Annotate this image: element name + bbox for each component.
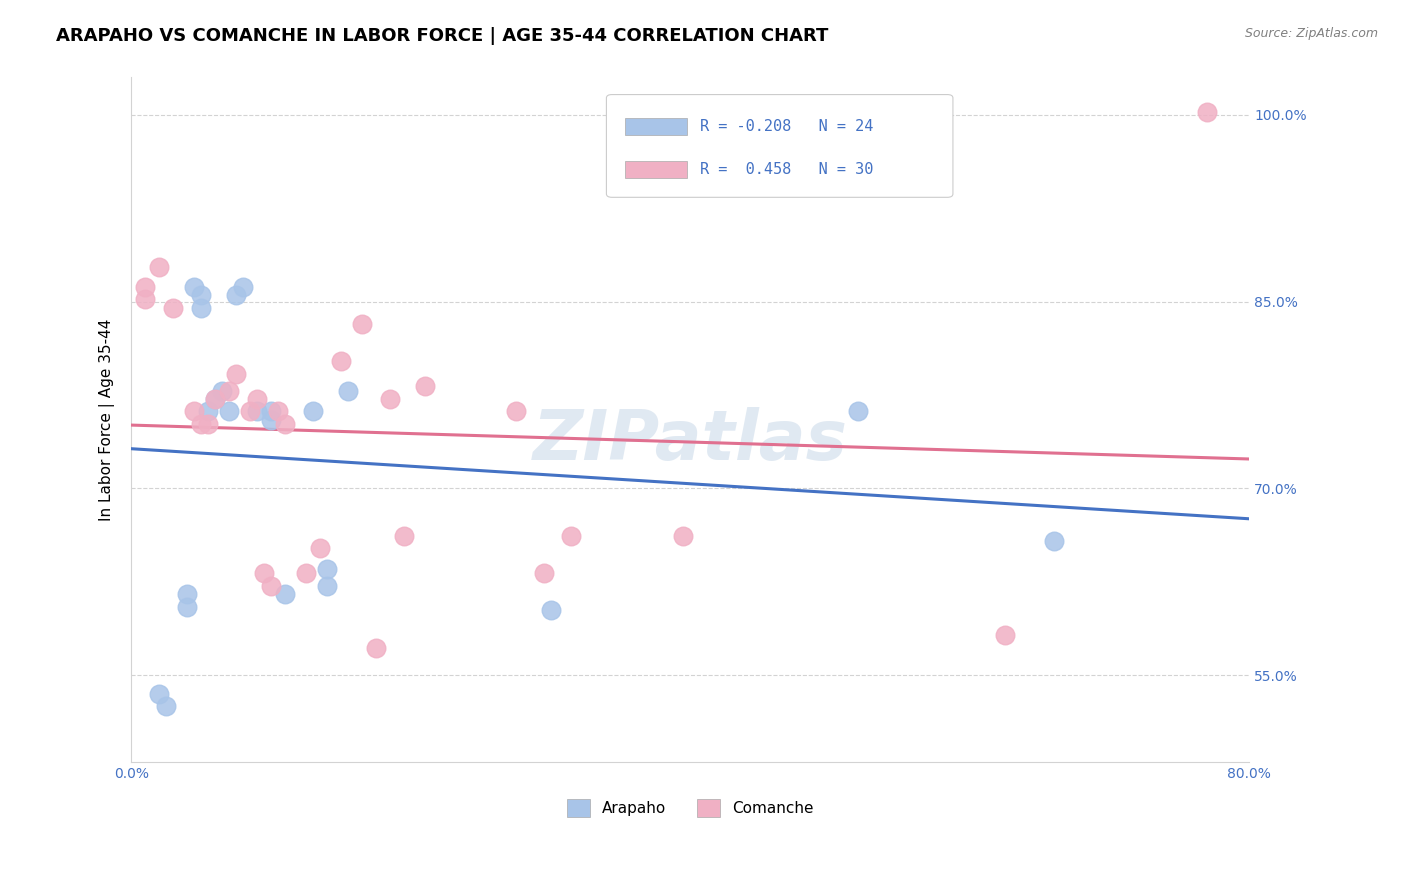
Legend: Arapaho, Comanche: Arapaho, Comanche — [561, 792, 820, 823]
Point — [155, 699, 177, 714]
Text: ZIPatlas: ZIPatlas — [533, 407, 848, 474]
Point — [316, 562, 339, 576]
Y-axis label: In Labor Force | Age 35-44: In Labor Force | Age 35-44 — [100, 318, 115, 521]
Point — [134, 292, 156, 306]
Point — [239, 404, 262, 418]
Text: Source: ZipAtlas.com: Source: ZipAtlas.com — [1244, 27, 1378, 40]
Point — [148, 687, 170, 701]
Point — [672, 529, 695, 543]
Point — [1042, 533, 1064, 548]
Point — [176, 599, 198, 614]
Point — [162, 301, 184, 315]
Point — [350, 317, 373, 331]
Point — [274, 587, 297, 601]
Text: R =  0.458   N = 30: R = 0.458 N = 30 — [700, 162, 873, 178]
Point — [197, 404, 219, 418]
Point — [260, 578, 283, 592]
Point — [378, 392, 401, 406]
Point — [225, 367, 247, 381]
Point — [309, 541, 332, 556]
Point — [505, 404, 527, 418]
Point — [232, 279, 254, 293]
Point — [204, 392, 226, 406]
Point — [364, 640, 387, 655]
Point — [211, 384, 233, 399]
Point — [413, 379, 436, 393]
Point — [560, 529, 582, 543]
Point — [190, 288, 212, 302]
Point — [336, 384, 359, 399]
Point — [274, 417, 297, 431]
Text: ARAPAHO VS COMANCHE IN LABOR FORCE | AGE 35-44 CORRELATION CHART: ARAPAHO VS COMANCHE IN LABOR FORCE | AGE… — [56, 27, 828, 45]
Point — [246, 392, 269, 406]
Point — [329, 354, 352, 368]
Point — [253, 566, 276, 581]
Point — [392, 529, 415, 543]
Point — [302, 404, 325, 418]
Point — [533, 566, 555, 581]
Point — [148, 260, 170, 274]
Point — [225, 288, 247, 302]
Point — [1197, 105, 1219, 120]
Point — [183, 279, 205, 293]
Point — [190, 417, 212, 431]
Point — [218, 384, 240, 399]
Point — [190, 301, 212, 315]
Point — [316, 578, 339, 592]
FancyBboxPatch shape — [626, 161, 688, 178]
Point — [994, 628, 1017, 642]
Point — [204, 392, 226, 406]
Point — [267, 404, 290, 418]
FancyBboxPatch shape — [626, 119, 688, 136]
Point — [246, 404, 269, 418]
Text: R = -0.208   N = 24: R = -0.208 N = 24 — [700, 120, 873, 135]
Point — [134, 279, 156, 293]
Point — [260, 413, 283, 427]
Point — [218, 404, 240, 418]
Point — [197, 417, 219, 431]
Point — [260, 404, 283, 418]
Point — [540, 603, 562, 617]
Point — [295, 566, 318, 581]
Point — [183, 404, 205, 418]
Point — [846, 404, 869, 418]
Point — [176, 587, 198, 601]
FancyBboxPatch shape — [606, 95, 953, 197]
